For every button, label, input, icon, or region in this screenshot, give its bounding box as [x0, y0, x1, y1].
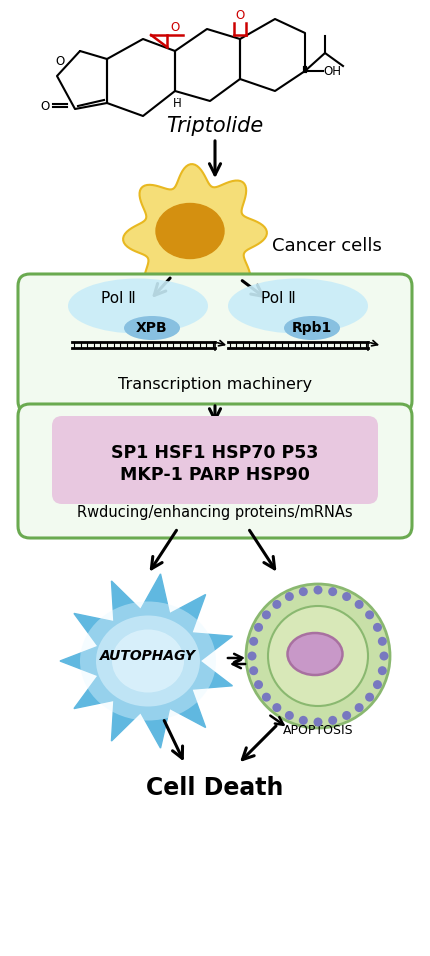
Text: O: O	[40, 99, 49, 113]
Circle shape	[299, 716, 308, 725]
Circle shape	[272, 600, 281, 609]
Circle shape	[342, 592, 351, 601]
Polygon shape	[60, 574, 233, 749]
FancyBboxPatch shape	[18, 274, 412, 413]
Text: Transcription machinery: Transcription machinery	[118, 377, 312, 392]
Text: O: O	[235, 9, 245, 21]
Circle shape	[254, 680, 263, 689]
Circle shape	[285, 711, 294, 720]
Circle shape	[285, 592, 294, 601]
Ellipse shape	[284, 316, 340, 340]
Text: Pol Ⅱ: Pol Ⅱ	[101, 291, 135, 306]
Circle shape	[246, 584, 390, 728]
Text: O: O	[56, 55, 65, 68]
Ellipse shape	[112, 629, 184, 692]
FancyBboxPatch shape	[18, 404, 412, 538]
Text: XPB: XPB	[136, 321, 168, 335]
Text: Cancer cells: Cancer cells	[272, 237, 382, 255]
Circle shape	[373, 623, 382, 632]
Circle shape	[262, 610, 271, 619]
Circle shape	[355, 600, 364, 609]
Circle shape	[313, 718, 322, 727]
Ellipse shape	[156, 204, 224, 258]
Text: MKP-1 PARP HSP90: MKP-1 PARP HSP90	[120, 466, 310, 484]
Circle shape	[342, 711, 351, 720]
Ellipse shape	[80, 601, 216, 721]
Circle shape	[313, 585, 322, 595]
Circle shape	[268, 606, 368, 706]
Polygon shape	[123, 164, 267, 308]
Circle shape	[378, 666, 387, 675]
Text: OH: OH	[323, 64, 341, 77]
Text: Rwducing/enhancing proteins/mRNAs: Rwducing/enhancing proteins/mRNAs	[77, 505, 353, 519]
Text: Rpb1: Rpb1	[292, 321, 332, 335]
Circle shape	[262, 693, 271, 702]
Ellipse shape	[96, 616, 200, 706]
Circle shape	[328, 587, 337, 597]
Ellipse shape	[288, 633, 343, 675]
Circle shape	[272, 703, 281, 712]
Circle shape	[380, 651, 388, 661]
Circle shape	[299, 587, 308, 597]
Text: SP1 HSF1 HSP70 P53: SP1 HSF1 HSP70 P53	[111, 444, 319, 462]
Circle shape	[328, 716, 337, 725]
Circle shape	[249, 666, 258, 675]
Circle shape	[249, 637, 258, 646]
Ellipse shape	[124, 316, 180, 340]
Text: APOPTOSIS: APOPTOSIS	[283, 725, 353, 737]
Circle shape	[248, 651, 257, 661]
Ellipse shape	[68, 278, 208, 334]
Circle shape	[373, 680, 382, 689]
Ellipse shape	[228, 278, 368, 334]
Circle shape	[365, 693, 374, 702]
FancyBboxPatch shape	[52, 416, 378, 504]
Text: Ḣ: Ḣ	[172, 97, 181, 110]
Text: Pol Ⅱ: Pol Ⅱ	[261, 291, 295, 306]
Text: O: O	[170, 20, 180, 33]
Text: Cell Death: Cell Death	[146, 776, 284, 800]
Text: AUTOPHAGY: AUTOPHAGY	[100, 649, 196, 663]
Circle shape	[378, 637, 387, 646]
Circle shape	[254, 623, 263, 632]
Text: Triptolide: Triptolide	[166, 116, 264, 136]
Circle shape	[355, 703, 364, 712]
Circle shape	[365, 610, 374, 619]
